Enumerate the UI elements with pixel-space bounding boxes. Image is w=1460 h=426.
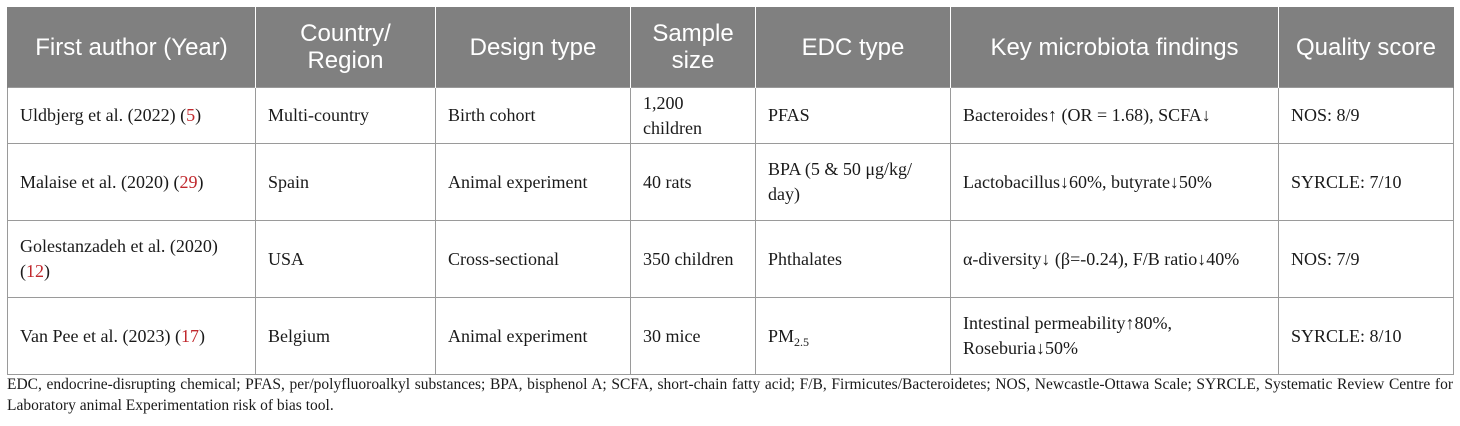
cell-edc: PFAS [755, 87, 951, 144]
reference-link[interactable]: 5 [186, 105, 196, 125]
reference-link[interactable]: 17 [180, 325, 199, 346]
cell-country: Multi-country [255, 87, 436, 144]
edc-text: PM [768, 325, 795, 346]
header-design-type: Design type [435, 7, 631, 88]
header-sample-size: Sample size [630, 7, 756, 88]
data-table: First author (Year) Country/ Region Desi… [7, 7, 1454, 375]
cell-findings: Lactobacillus↓60%, butyrate↓50% [950, 143, 1279, 221]
reference-link[interactable]: 29 [179, 171, 198, 192]
cell-author: Uldbjerg et al. (2022) (5) [7, 87, 256, 144]
header-row: First author (Year) Country/ Region Desi… [7, 7, 1454, 88]
cell-design: Animal experiment [435, 143, 631, 221]
table-row: Malaise et al. (2020) (29) Spain Animal … [7, 143, 1454, 221]
table-row: Uldbjerg et al. (2022) (5) Multi-country… [7, 87, 1454, 144]
table-row: Van Pee et al. (2023) (17) Belgium Anima… [7, 297, 1454, 375]
author-text: Golestanzadeh et al. (2020) ( [20, 236, 218, 281]
cell-sample: 350 children [630, 220, 756, 298]
cell-author: Malaise et al. (2020) (29) [7, 143, 256, 221]
cell-quality: SYRCLE: 8/10 [1278, 297, 1454, 375]
cell-quality: NOS: 8/9 [1278, 87, 1454, 144]
cell-author: Van Pee et al. (2023) (17) [7, 297, 256, 375]
cell-quality: SYRCLE: 7/10 [1278, 143, 1454, 221]
author-text: Van Pee et al. (2023) ( [20, 325, 181, 346]
header-first-author: First author (Year) [7, 7, 256, 88]
cell-design: Animal experiment [435, 297, 631, 375]
table-body: Uldbjerg et al. (2022) (5) Multi-country… [7, 87, 1454, 375]
cell-sample: 30 mice [630, 297, 756, 375]
cell-edc: PM2.5 [755, 297, 951, 375]
author-text-end: ) [198, 325, 205, 346]
header-edc-type: EDC type [755, 7, 951, 88]
cell-edc: BPA (5 & 50 μg/kg/ day) [755, 143, 951, 221]
edc-subscript: 2.5 [794, 334, 810, 349]
cell-edc: Phthalates [755, 220, 951, 298]
reference-link[interactable]: 12 [26, 261, 44, 281]
cell-country: Spain [255, 143, 436, 221]
cell-findings: α-diversity↓ (β=-0.24), F/B ratio↓40% [950, 220, 1279, 298]
header-key-findings: Key microbiota findings [950, 7, 1279, 88]
author-text-end: ) [195, 105, 202, 125]
header-country-region: Country/ Region [255, 7, 436, 88]
table-footnote: EDC, endocrine-disrupting chemical; PFAS… [7, 376, 1453, 414]
cell-country: Belgium [255, 297, 436, 375]
cell-findings: Bacteroides↑ (OR = 1.68), SCFA↓ [950, 87, 1279, 144]
cell-sample: 1,200 children [630, 87, 756, 144]
cell-sample: 40 rats [630, 143, 756, 221]
table-header: First author (Year) Country/ Region Desi… [7, 7, 1454, 88]
author-text: Malaise et al. (2020) ( [20, 171, 180, 192]
cell-quality: NOS: 7/9 [1278, 220, 1454, 298]
data-table-container: First author (Year) Country/ Region Desi… [7, 7, 1454, 375]
cell-author: Golestanzadeh et al. (2020) (12) [7, 220, 256, 298]
author-text: Uldbjerg et al. (2022) ( [20, 105, 187, 125]
author-text-end: ) [44, 261, 50, 281]
cell-design: Birth cohort [435, 87, 631, 144]
table-row: Golestanzadeh et al. (2020) (12) USA Cro… [7, 220, 1454, 298]
cell-design: Cross-sectional [435, 220, 631, 298]
header-quality-score: Quality score [1278, 7, 1454, 88]
cell-country: USA [255, 220, 436, 298]
cell-findings: Intestinal permeability↑80%, Roseburia↓5… [950, 297, 1279, 375]
author-text-end: ) [197, 171, 204, 192]
